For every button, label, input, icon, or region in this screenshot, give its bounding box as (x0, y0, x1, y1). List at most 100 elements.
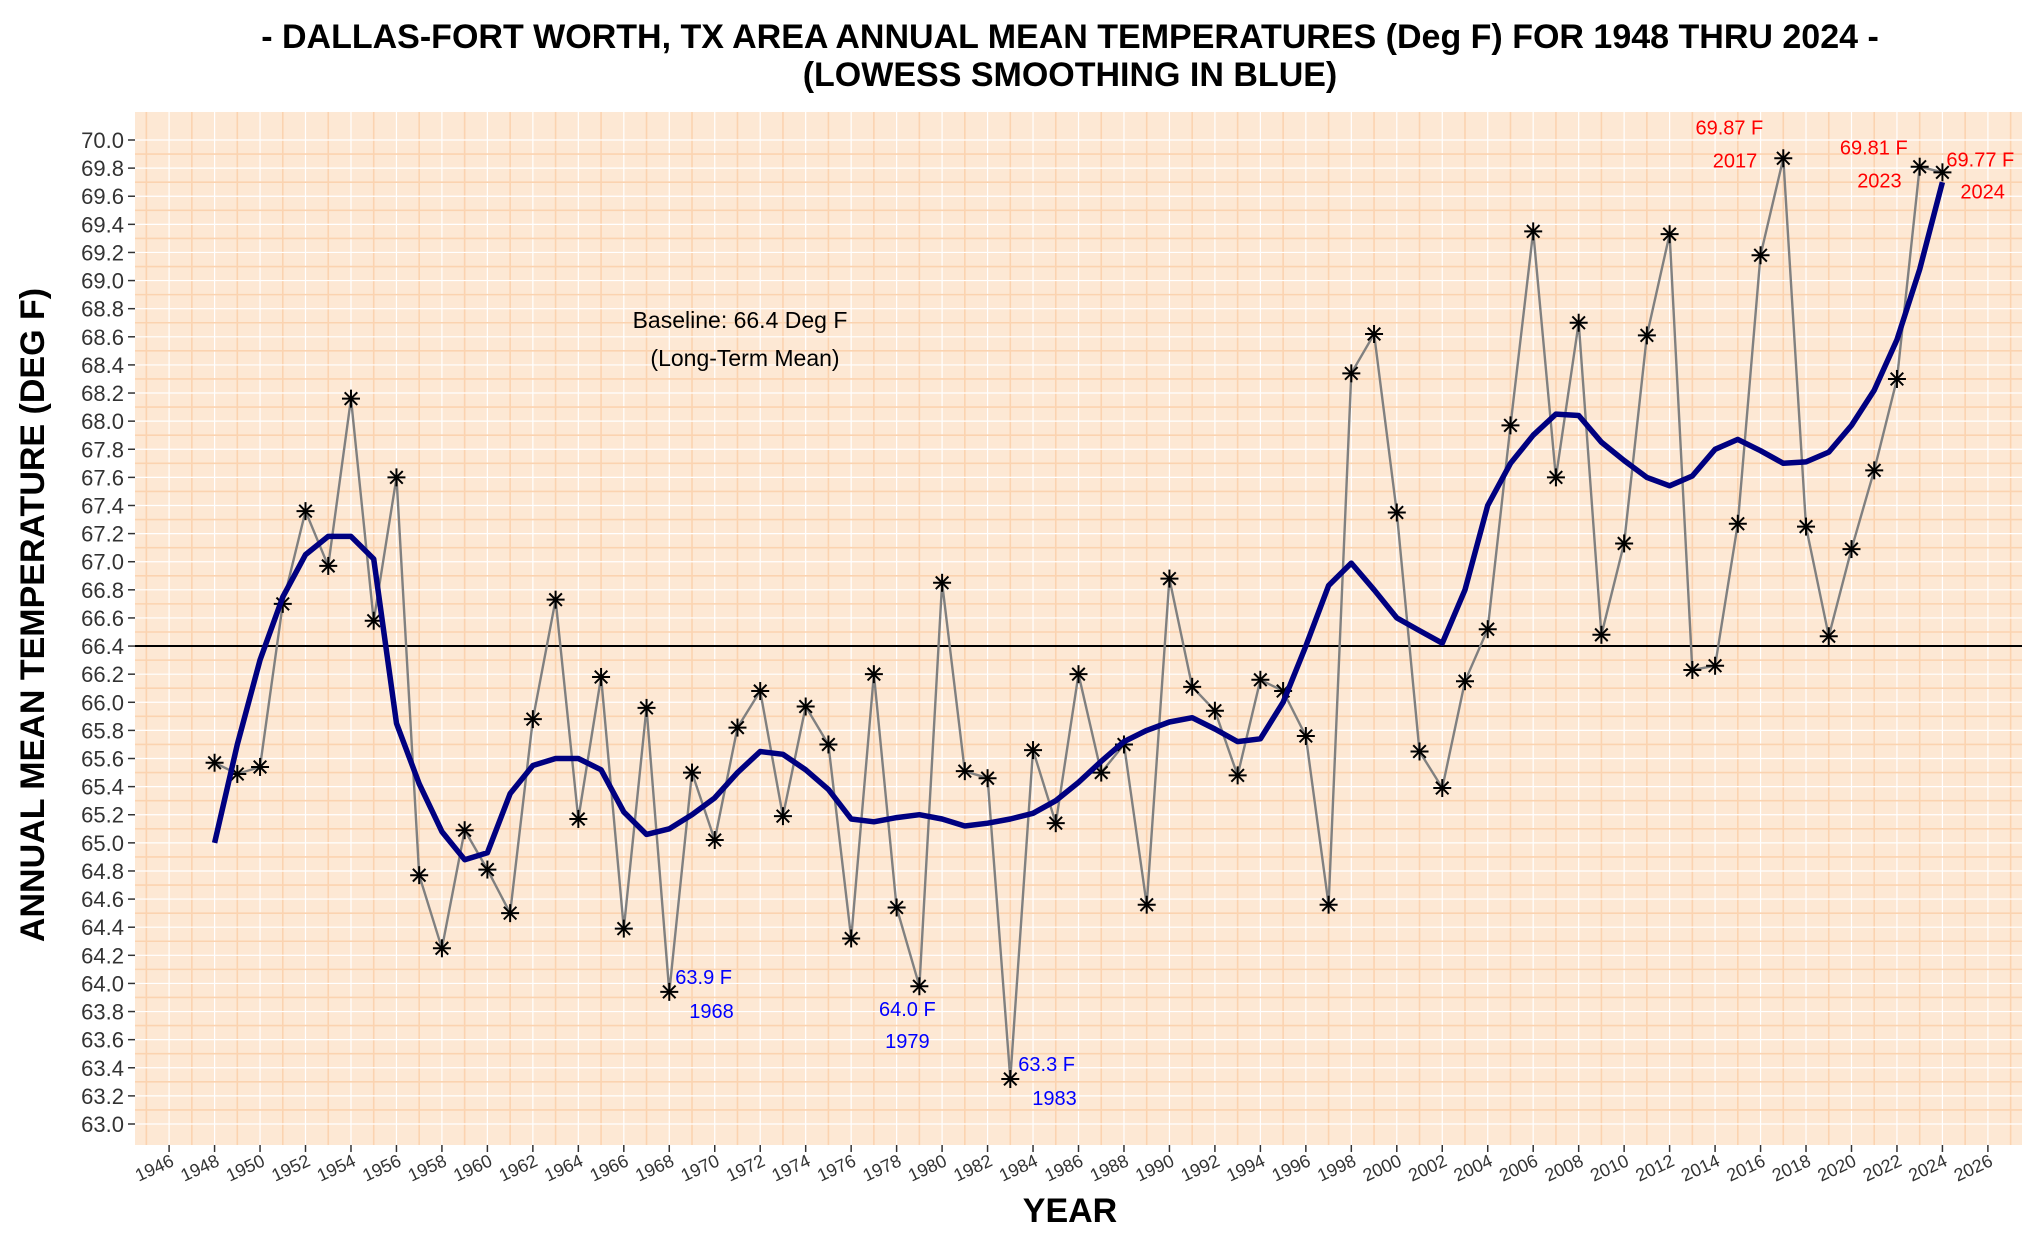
low-value-label: 63.3 F (1018, 1054, 1075, 1076)
data-point (796, 697, 815, 716)
marker-stroke (1912, 159, 1927, 174)
marker-stroke (912, 979, 927, 994)
x-tick-label: 1982 (951, 1150, 996, 1185)
y-tick-label: 69.8 (81, 156, 124, 181)
marker-stroke (684, 765, 700, 780)
x-tick-label: 1998 (1314, 1150, 1359, 1185)
x-tick-label: 1992 (1178, 1150, 1223, 1185)
data-point (933, 573, 952, 592)
data-point (1137, 895, 1156, 914)
x-tick-label: 2022 (1860, 1150, 1905, 1185)
low-value-label: 64.0 F (879, 999, 936, 1021)
marker-stroke (1253, 672, 1268, 687)
x-tick-label: 1976 (814, 1150, 859, 1185)
marker-stroke (525, 712, 540, 727)
data-point (864, 665, 883, 684)
marker-stroke (1889, 371, 1904, 386)
data-point (1001, 1070, 1020, 1089)
data-point (546, 590, 565, 609)
x-tick-label: 2018 (1769, 1150, 1814, 1185)
data-point (614, 919, 633, 938)
y-tick-label: 69.0 (81, 269, 124, 294)
y-tick-label: 63.2 (81, 1084, 124, 1109)
y-tick-label: 64.4 (81, 915, 124, 940)
data-point (501, 904, 520, 923)
marker-stroke (1094, 765, 1109, 780)
y-tick-label: 67.4 (81, 493, 124, 518)
data-point (637, 698, 656, 717)
data-point (1797, 517, 1816, 536)
x-tick-label: 2008 (1542, 1150, 1587, 1185)
y-tick-label: 65.4 (81, 775, 124, 800)
marker-stroke (366, 613, 381, 628)
marker-stroke (1571, 315, 1586, 330)
marker-stroke (594, 669, 609, 684)
y-tick-label: 65.6 (81, 747, 124, 772)
high-value-label: 69.81 F (1840, 138, 1908, 160)
data-point (1433, 779, 1452, 798)
y-tick-label: 63.0 (81, 1112, 124, 1137)
marker-stroke (1594, 627, 1609, 642)
y-tick-label: 68.8 (81, 297, 124, 322)
marker-stroke (1321, 897, 1336, 912)
marker-stroke (1662, 227, 1677, 242)
data-point (1592, 625, 1611, 644)
x-tick-label: 1956 (359, 1150, 404, 1185)
data-point (410, 866, 429, 885)
x-tick-label: 1950 (223, 1150, 268, 1185)
low-year-label: 1983 (1032, 1088, 1077, 1110)
data-point (523, 710, 542, 729)
high-year-label: 2017 (1713, 150, 1758, 172)
x-tick-label: 2010 (1587, 1150, 1632, 1185)
data-point (1706, 656, 1725, 675)
y-tick-label: 64.0 (81, 971, 124, 996)
data-point (819, 735, 838, 754)
data-point (319, 556, 338, 575)
annotations: 69.87 F 2017 69.81 F 2023 69.77 F 2024 63.9 F 1… (675, 117, 2014, 1110)
x-tick-label: 2014 (1678, 1150, 1723, 1185)
data-point (1478, 620, 1497, 639)
marker-stroke (457, 823, 472, 838)
data-point (1410, 742, 1429, 761)
marker-stroke (1617, 536, 1632, 551)
y-tick-label: 70.0 (81, 128, 124, 153)
x-tick-label: 2024 (1905, 1150, 1950, 1185)
y-tick-label: 68.0 (81, 409, 124, 434)
data-point (1865, 461, 1884, 480)
data-point (1615, 534, 1634, 553)
data-point (910, 977, 929, 996)
y-tick-label: 67.8 (81, 437, 124, 462)
marker-stroke (1367, 326, 1382, 341)
data-point (1751, 246, 1770, 265)
data-point (1524, 222, 1543, 241)
x-tick-label: 1948 (178, 1150, 223, 1185)
marker-stroke (1821, 629, 1836, 644)
data-point (1455, 672, 1474, 691)
low-value-label: 63.9 F (675, 967, 732, 989)
marker-stroke (1298, 729, 1313, 744)
x-tick-label: 1974 (769, 1150, 814, 1185)
marker-stroke (389, 470, 404, 485)
data-point (1319, 895, 1338, 914)
data-point (1910, 157, 1929, 176)
data-point (1205, 701, 1224, 720)
x-tick-label: 2020 (1814, 1150, 1859, 1185)
data-point (1683, 660, 1702, 679)
data-point (683, 763, 702, 782)
x-tick-label: 1984 (996, 1150, 1041, 1185)
y-tick-label: 66.8 (81, 578, 124, 603)
low-year-label: 1968 (689, 1001, 734, 1023)
baseline-label: Baseline: 66.4 Deg F (633, 307, 848, 333)
y-tick-label: 67.6 (81, 465, 124, 490)
marker-stroke (1799, 519, 1814, 534)
x-tick-label: 2000 (1360, 1150, 1405, 1185)
data-point (592, 667, 611, 686)
marker-stroke (1162, 571, 1177, 586)
y-tick-label: 68.6 (81, 325, 124, 350)
x-tick-label: 2012 (1633, 1150, 1678, 1185)
data-point (296, 502, 315, 521)
high-value-label: 69.77 F (1946, 149, 2014, 171)
x-tick-label: 1972 (723, 1150, 768, 1185)
data-point (455, 821, 474, 840)
marker-stroke (412, 868, 427, 883)
